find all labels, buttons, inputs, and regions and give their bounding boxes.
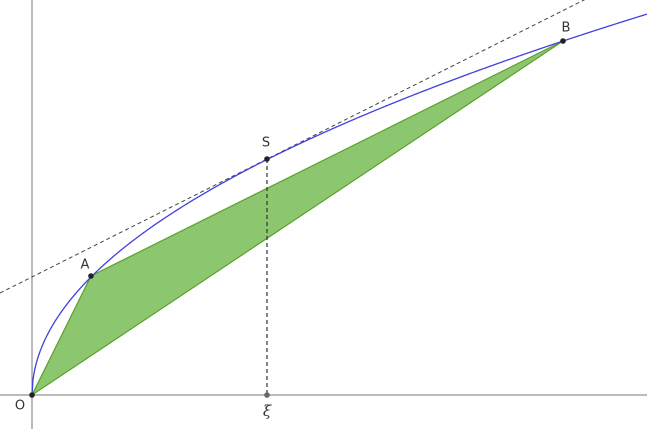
triangle-oab <box>30 40 564 397</box>
point-s <box>264 156 270 162</box>
label-o: O <box>15 399 25 414</box>
label-xi: ξ <box>263 402 272 420</box>
tangent-line <box>0 0 586 294</box>
label-b: B <box>562 21 571 36</box>
label-s: S <box>262 136 270 151</box>
point-b <box>560 38 566 44</box>
point-xi <box>264 392 270 398</box>
point-o <box>29 392 35 398</box>
label-a: A <box>81 258 90 273</box>
curve <box>31 13 647 396</box>
point-a <box>88 273 94 279</box>
